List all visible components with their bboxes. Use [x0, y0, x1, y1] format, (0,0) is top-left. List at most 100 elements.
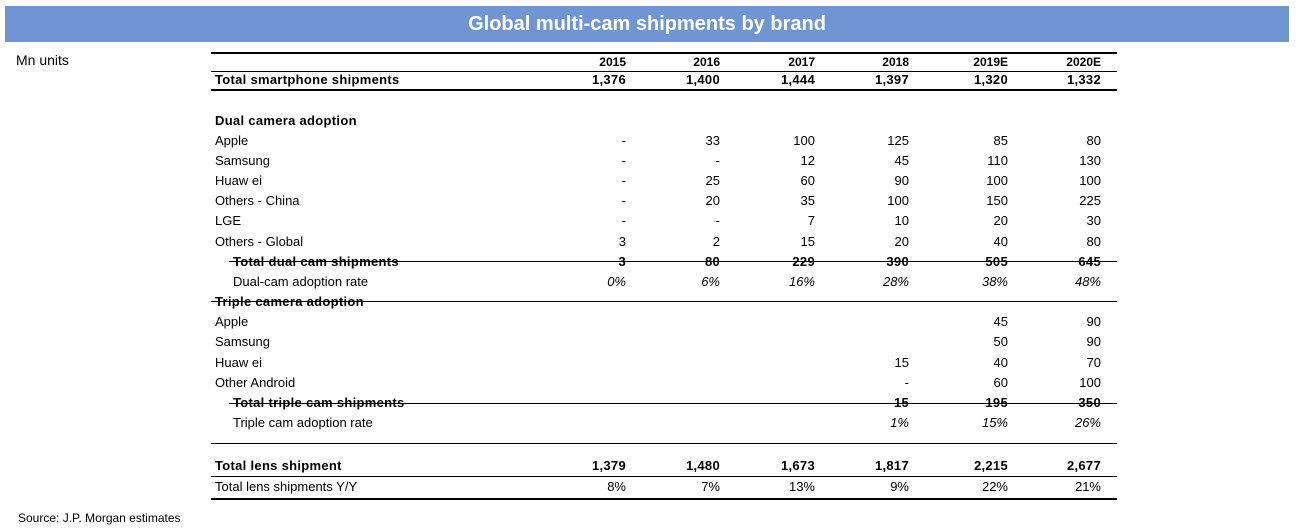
dual-total-top-rule — [229, 261, 1117, 262]
cell-value: 25 — [705, 173, 720, 188]
triple-samsung-row: Samsung 50 90 — [211, 332, 1117, 352]
cell-value: 85 — [993, 133, 1008, 148]
row-label: Triple cam adoption rate — [233, 415, 373, 430]
row-label: Huaw ei — [215, 173, 262, 188]
triple-camera-section-header: Triple camera adoption — [211, 292, 1117, 312]
row-label: Dual-cam adoption rate — [233, 274, 369, 289]
cell-value: - — [715, 213, 720, 228]
row-label: Apple — [215, 133, 249, 148]
cell-value: 645 — [1078, 254, 1101, 269]
dual-apple-row: Apple - 33 100 125 85 80 — [211, 131, 1117, 151]
cell-value: 1,673 — [780, 458, 815, 473]
year-header: 2019E — [973, 55, 1008, 69]
cell-value: 40 — [993, 234, 1008, 249]
cell-value: 9% — [890, 479, 909, 494]
year-header: 2020E — [1066, 55, 1101, 69]
year-header: 2018 — [882, 55, 909, 69]
cell-value: 1,376 — [591, 72, 626, 87]
triple-huawei-row: Huaw ei 15 40 70 — [211, 353, 1117, 373]
row-label: LGE — [215, 213, 242, 228]
cell-value: 50 — [993, 334, 1008, 349]
cell-value: 48% — [1074, 274, 1101, 289]
cell-value: 35 — [800, 193, 815, 208]
triple-section-bottom-rule — [211, 443, 1117, 444]
total-dual-cam-row: Total dual cam shipments 3 80 229 390 505 645 — [211, 252, 1117, 272]
row-label: Other Android — [215, 375, 296, 390]
cell-value: 13% — [788, 479, 815, 494]
year-header-row: 2015 2016 2017 2018 2019E 2020E — [211, 52, 1117, 72]
year-header: 2017 — [788, 55, 815, 69]
header-rule — [211, 71, 1117, 72]
cell-value: 0% — [607, 274, 626, 289]
cell-value: 1,817 — [874, 458, 909, 473]
cell-value: 1,320 — [973, 72, 1008, 87]
triple-total-top-rule — [229, 403, 1117, 404]
cell-value: 130 — [1079, 153, 1101, 168]
row-label: Total smartphone shipments — [215, 72, 400, 87]
dual-samsung-row: Samsung - - 12 45 110 130 — [211, 151, 1117, 171]
cell-value: 16% — [788, 274, 815, 289]
row-label: Total lens shipments Y/Y — [215, 479, 358, 494]
cell-value: 33 — [705, 133, 720, 148]
cell-value: 10 — [894, 213, 909, 228]
cell-value: 2,215 — [973, 458, 1008, 473]
dual-lge-row: LGE - - 7 10 20 30 — [211, 211, 1117, 231]
cell-value: 20 — [993, 213, 1008, 228]
cell-value: 1,379 — [591, 458, 626, 473]
year-header: 2016 — [693, 55, 720, 69]
dual-camera-section-header: Dual camera adoption — [211, 111, 1117, 131]
cell-value: 1,397 — [874, 72, 909, 87]
cell-value: - — [621, 133, 626, 148]
cell-value: 7 — [807, 213, 815, 228]
row-label: Others - Global — [215, 234, 304, 249]
cell-value: 38% — [981, 274, 1008, 289]
cell-value: - — [621, 173, 626, 188]
total-triple-cam-row: Total triple cam shipments 15 195 350 — [211, 393, 1117, 413]
cell-value: 60 — [800, 173, 815, 188]
row-label: Samsung — [215, 334, 270, 349]
dual-others-china-row: Others - China - 20 35 100 150 225 — [211, 191, 1117, 211]
cell-value: 2 — [712, 234, 720, 249]
units-label: Mn units — [16, 52, 69, 68]
cell-value: - — [715, 153, 720, 168]
cell-value: 80 — [704, 254, 720, 269]
triple-cam-rate-row: Triple cam adoption rate 1% 15% 26% — [211, 413, 1117, 433]
cell-value: 12 — [800, 153, 815, 168]
table-top-rule — [211, 52, 1117, 54]
cell-value: 100 — [1079, 173, 1101, 188]
cell-value: 100 — [1079, 375, 1101, 390]
cell-value: 20 — [894, 234, 909, 249]
cell-value: 350 — [1078, 395, 1101, 410]
cell-value: 80 — [1086, 234, 1101, 249]
total-lens-row: Total lens shipment 1,379 1,480 1,673 1,817 2… — [211, 456, 1117, 476]
dual-cam-rate-row: Dual-cam adoption rate 0% 6% 16% 28% 38% 48% — [211, 272, 1117, 292]
cell-value: 100 — [986, 173, 1008, 188]
row-label: Apple — [215, 314, 249, 329]
dual-huawei-row: Huaw ei - 25 60 90 100 100 — [211, 171, 1117, 191]
cell-value: 45 — [993, 314, 1008, 329]
row-label: Huaw ei — [215, 355, 262, 370]
cell-value: 60 — [993, 375, 1008, 390]
cell-value: 45 — [894, 153, 909, 168]
year-header: 2015 — [599, 55, 626, 69]
row-label: Total triple cam shipments — [233, 395, 405, 410]
cell-value: 15 — [893, 395, 909, 410]
row-label: Total dual cam shipments — [233, 254, 399, 269]
cell-value: 229 — [792, 254, 815, 269]
row-label: Others - China — [215, 193, 300, 208]
cell-value: 100 — [793, 133, 815, 148]
cell-value: 7% — [701, 479, 720, 494]
cell-value: 70 — [1086, 355, 1101, 370]
triple-other-android-row: Other Android - 60 100 — [211, 373, 1117, 393]
triple-apple-row: Apple 45 90 — [211, 312, 1117, 332]
lens-rule — [211, 476, 1117, 477]
cell-value: 390 — [886, 254, 909, 269]
row-label: Triple camera adoption — [215, 294, 364, 309]
cell-value: - — [621, 153, 626, 168]
row-label: Dual camera adoption — [215, 113, 357, 128]
cell-value: - — [621, 213, 626, 228]
cell-value: 90 — [1086, 314, 1101, 329]
cell-value: 6% — [701, 274, 720, 289]
cell-value: 1% — [890, 415, 909, 430]
cell-value: - — [904, 375, 909, 390]
